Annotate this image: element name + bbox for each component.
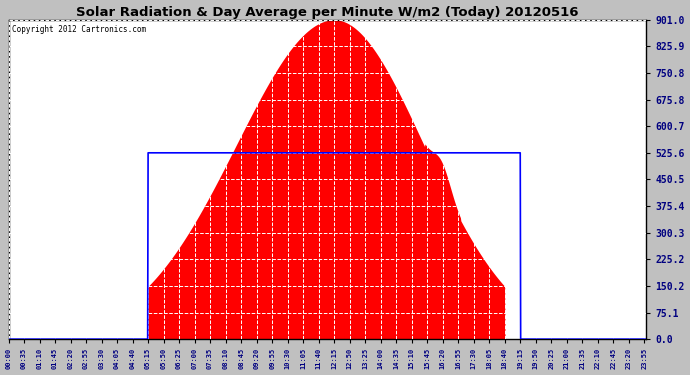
Title: Solar Radiation & Day Average per Minute W/m2 (Today) 20120516: Solar Radiation & Day Average per Minute… xyxy=(76,6,578,18)
Text: Copyright 2012 Cartronics.com: Copyright 2012 Cartronics.com xyxy=(12,24,146,33)
